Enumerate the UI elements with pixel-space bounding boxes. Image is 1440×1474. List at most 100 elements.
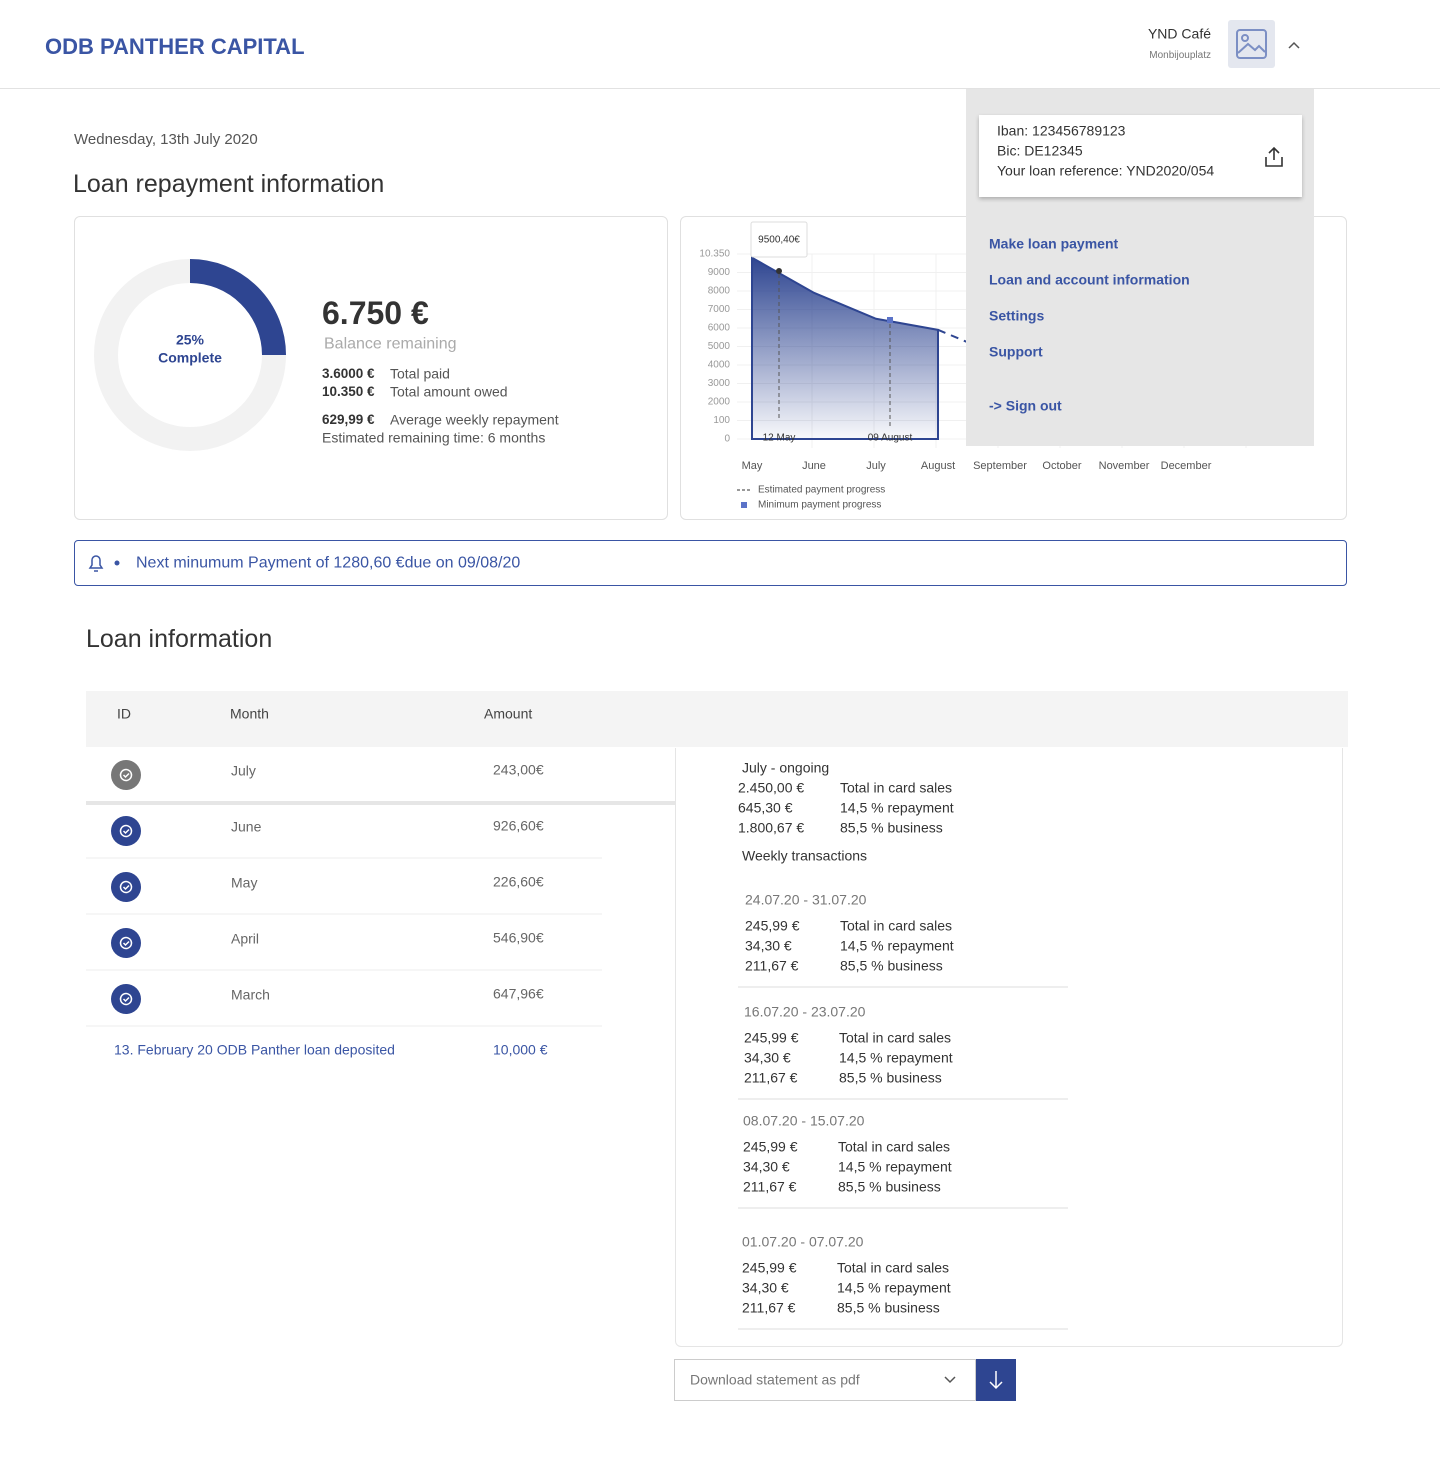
bell-icon — [88, 555, 104, 572]
header-divider — [0, 88, 1440, 89]
details-panel — [675, 748, 1343, 1347]
row-month: April — [231, 930, 260, 947]
annotation: 12 May — [763, 433, 796, 444]
account-card — [979, 115, 1302, 197]
week-amount: 34,30 € — [745, 937, 792, 954]
y-tick-label: 4000 — [708, 360, 731, 371]
row-month: June — [231, 818, 262, 835]
user-location: Monbijouplatz — [1149, 50, 1211, 61]
area — [751, 255, 939, 440]
row-month: July — [231, 762, 256, 779]
x-tick-label: August — [921, 460, 955, 472]
row-month: March — [231, 986, 270, 1003]
row-amount: 647,96€ — [493, 985, 544, 1002]
row-icon — [111, 816, 141, 846]
x-tick-label: December — [1161, 460, 1212, 472]
date: Wednesday, 13th July 2020 — [74, 131, 258, 148]
row-amount: 926,60€ — [493, 817, 544, 834]
week-label: 14,5 % repayment — [839, 1049, 953, 1066]
alert-dot — [114, 560, 120, 566]
y-tick-label: 0 — [724, 434, 730, 445]
week-amount: 34,30 € — [742, 1279, 789, 1296]
week-label: Total in card sales — [838, 1138, 951, 1155]
week-amount: 245,99 € — [742, 1259, 797, 1276]
stat-value: 3.6000 € — [322, 365, 375, 381]
row-icon-check — [122, 940, 130, 947]
download-label: Download statement as pdf — [690, 1371, 860, 1388]
week-amount: 34,30 € — [744, 1049, 791, 1066]
week-label: 14,5 % repayment — [838, 1158, 952, 1175]
detail-amount: 2.450,00 € — [738, 779, 805, 796]
download-select[interactable] — [674, 1359, 976, 1401]
avatar[interactable] — [1228, 20, 1275, 68]
legend-label: Minimum payment progress — [758, 500, 881, 511]
y-tick-label: 8000 — [708, 286, 731, 297]
section-title: Loan repayment information — [73, 170, 385, 198]
week-amount: 34,30 € — [743, 1158, 790, 1175]
summary-card — [74, 216, 668, 520]
week-label: 14,5 % repayment — [837, 1279, 951, 1296]
download-icon — [989, 1371, 1003, 1390]
column-header: Month — [230, 705, 269, 722]
week-label: Total in card sales — [839, 1029, 952, 1046]
x-tick-label: July — [866, 460, 886, 472]
stat-label: Total paid — [390, 365, 450, 382]
detail-label: Total in card sales — [840, 779, 953, 796]
brand: ODB PANTHER CAPITAL — [45, 33, 305, 59]
user-name: YND Café — [1147, 25, 1211, 42]
row-amount: 226,60€ — [493, 873, 544, 890]
loan-title: Loan information — [86, 625, 273, 653]
account-line: Your loan reference: YND2020/054 — [997, 162, 1215, 179]
marker — [776, 268, 782, 274]
row-icon-check — [122, 884, 130, 891]
tooltip — [750, 221, 808, 258]
alert-text: Next minumum Payment of 1280,60 €due on … — [136, 554, 521, 572]
legend-label: Estimated payment progress — [758, 485, 885, 496]
menu-item[interactable]: Loan and account information — [989, 271, 1190, 288]
alert — [74, 540, 1347, 586]
row-amount: 243,00€ — [493, 761, 544, 778]
week-amount: 211,67 € — [744, 1069, 798, 1086]
menu-item[interactable]: Settings — [989, 307, 1045, 324]
y-tick-label: 6000 — [708, 323, 731, 334]
column-header: Amount — [484, 705, 533, 722]
download-button[interactable] — [976, 1359, 1016, 1401]
weekly-title: Weekly transactions — [742, 847, 868, 864]
x-tick-label: June — [802, 460, 826, 472]
week-label: Total in card sales — [840, 917, 953, 934]
deposit-amount: 10,000 € — [493, 1041, 548, 1058]
row-icon-ring — [119, 880, 133, 894]
menu-item[interactable]: Make loan payment — [989, 235, 1119, 252]
week-amount: 211,67 € — [743, 1178, 797, 1195]
annotation: 09 August — [868, 433, 913, 444]
week-amount: 245,99 € — [744, 1029, 799, 1046]
row-icon — [111, 760, 141, 790]
week-amount: 245,99 € — [745, 917, 800, 934]
row-icon-check — [122, 828, 130, 835]
stat-label: Average weekly repayment — [390, 411, 559, 428]
row-icon-check — [122, 772, 130, 779]
row-icon-ring — [119, 768, 133, 782]
stat-value: 10.350 € — [322, 383, 375, 399]
deposit-label: 13. February 20 ODB Panther loan deposit… — [114, 1041, 395, 1058]
week-range: 01.07.20 - 07.07.20 — [742, 1233, 864, 1250]
x-tick-label: November — [1099, 460, 1150, 472]
x-tick-label: October — [1042, 460, 1081, 472]
column-header: ID — [117, 705, 131, 722]
y-tick-label: 5000 — [708, 341, 731, 352]
row-icon — [111, 872, 141, 902]
y-tick-label: 9000 — [708, 267, 731, 278]
row-amount: 546,90€ — [493, 929, 544, 946]
menu-toggle[interactable] — [1286, 38, 1302, 52]
table-header — [86, 691, 1348, 747]
detail-label: 85,5 % business — [840, 819, 943, 836]
week-amount: 211,67 € — [745, 957, 799, 974]
y-tick-label: 10.350 — [699, 249, 730, 260]
share-icon[interactable] — [1263, 145, 1285, 169]
marker — [887, 317, 893, 323]
sign-out[interactable]: -> Sign out — [989, 397, 1062, 414]
menu-item[interactable]: Support — [989, 343, 1043, 360]
detail-amount: 1.800,67 € — [738, 819, 805, 836]
donut-arc — [189, 259, 286, 356]
